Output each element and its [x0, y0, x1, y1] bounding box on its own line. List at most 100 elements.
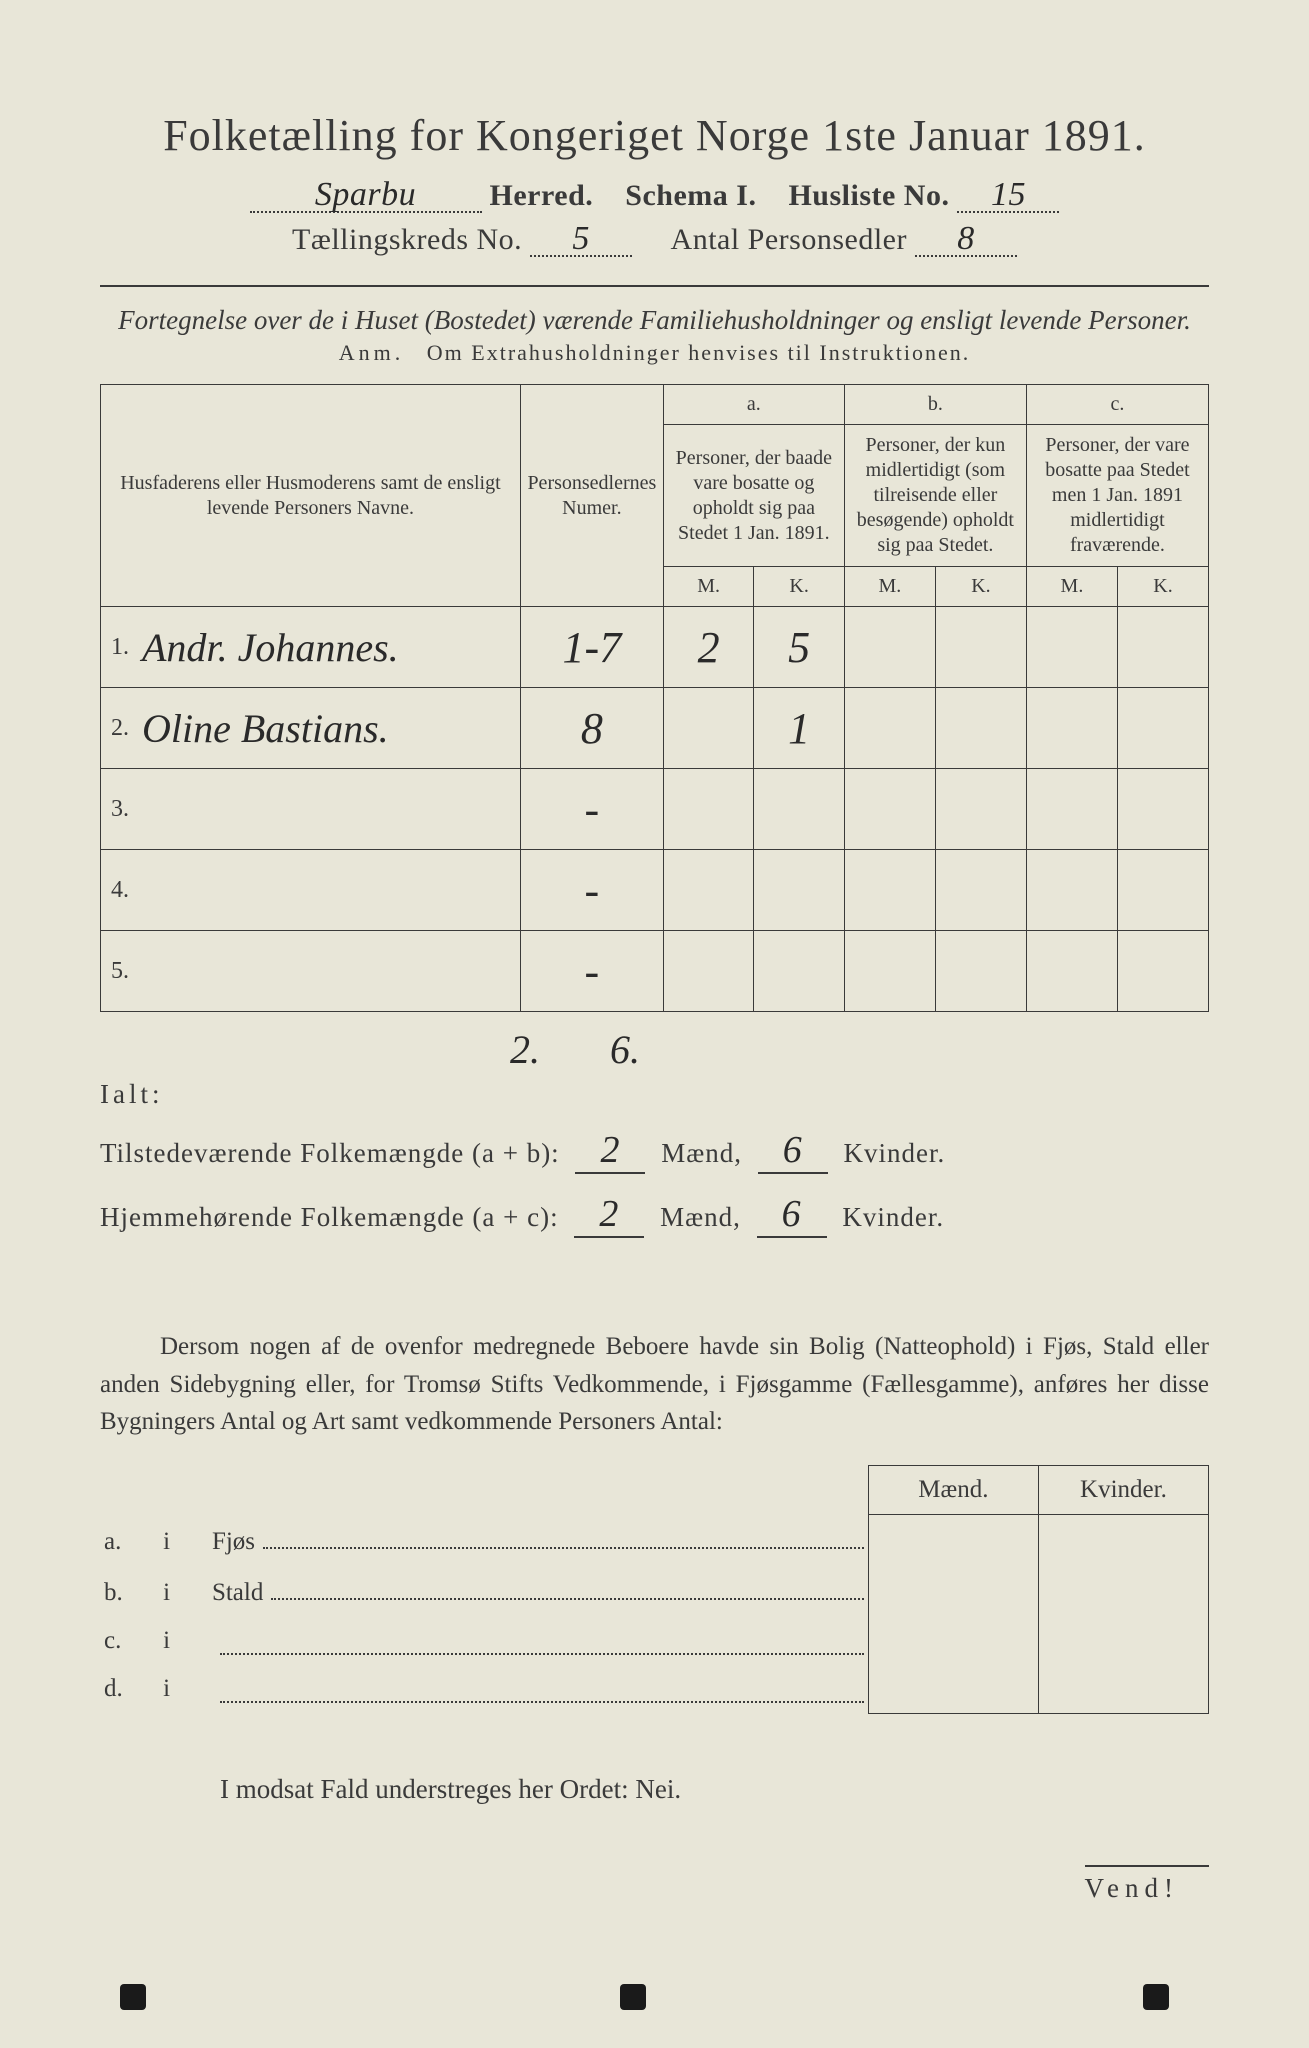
row-number: 5. — [111, 958, 137, 985]
punch-hole-icon — [1143, 1984, 1169, 2010]
a-m: M. — [663, 567, 754, 607]
lower-letter: c. — [100, 1617, 159, 1665]
name-cell: 5. — [101, 931, 521, 1012]
ialt-label: Ialt: — [100, 1079, 310, 1110]
lower-i: i — [159, 1617, 208, 1665]
c-k-cell — [1117, 688, 1208, 769]
table-row: 2. Oline Bastians. 8 1 — [101, 688, 1209, 769]
header-line-1: Sparbu Herred. Schema I. Husliste No. 15 — [100, 179, 1209, 213]
sum2-m: 2 — [574, 1192, 644, 1238]
sum-line-2: Hjemmehørende Folkemængde (a + c): 2 Mæn… — [100, 1192, 1209, 1238]
a-m-cell — [663, 769, 754, 850]
c-m-cell — [1026, 769, 1117, 850]
antal-label: Antal Personsedler — [671, 223, 907, 256]
lower-k — [1038, 1665, 1208, 1713]
table-row: 1. Andr. Johannes.1-725 — [101, 607, 1209, 688]
divider — [100, 285, 1209, 287]
c-m-cell — [1026, 688, 1117, 769]
kvinder-1: Kvinder. — [843, 1138, 945, 1168]
c-m-cell — [1026, 931, 1117, 1012]
lower-head-m: Mænd. — [868, 1465, 1038, 1514]
kreds-label: Tællingskreds No. — [292, 223, 522, 256]
a-m-cell — [663, 688, 754, 769]
group-b-desc: Personer, der kun midlertidigt (som tilr… — [844, 425, 1026, 567]
sum2-k: 6 — [757, 1192, 827, 1238]
b-k-cell — [935, 688, 1026, 769]
group-a-tag: a. — [663, 385, 844, 425]
table-row: 4. - — [101, 850, 1209, 931]
lower-place — [208, 1617, 868, 1665]
herred-field: Sparbu — [250, 180, 482, 213]
a-k-cell — [754, 931, 844, 1012]
b-k-cell — [935, 931, 1026, 1012]
punch-hole-icon — [620, 1984, 646, 2010]
sum2-label: Hjemmehørende Folkemængde (a + c): — [100, 1202, 559, 1232]
c-k-cell — [1117, 607, 1208, 688]
header-line-2: Tællingskreds No. 5 Antal Personsedler 8 — [100, 223, 1209, 257]
antal-field: 8 — [915, 224, 1017, 257]
person-name: Oline Bastians. — [142, 705, 389, 752]
a-k-cell — [754, 769, 844, 850]
punch-hole-icon — [120, 1984, 146, 2010]
group-c-tag: c. — [1026, 385, 1208, 425]
lower-m — [868, 1514, 1038, 1566]
subtitle: Fortegnelse over de i Huset (Bostedet) v… — [100, 305, 1209, 336]
c-m-cell — [1026, 607, 1117, 688]
main-table: Husfaderens eller Husmoderens samt de en… — [100, 384, 1209, 1012]
lower-letter: a. — [100, 1514, 159, 1566]
col-num-header: Personsedlernes Numer. — [520, 385, 663, 607]
personsedler-num: - — [520, 769, 663, 850]
sum1-k: 6 — [758, 1128, 828, 1174]
lower-i: i — [159, 1665, 208, 1713]
lower-m — [868, 1665, 1038, 1713]
kvinder-2: Kvinder. — [842, 1202, 944, 1232]
b-k-cell — [935, 850, 1026, 931]
lower-k — [1038, 1566, 1208, 1618]
group-c-desc: Personer, der vare bosatte paa Stedet me… — [1026, 425, 1208, 567]
name-cell: 3. — [101, 769, 521, 850]
lower-k — [1038, 1617, 1208, 1665]
personsedler-num: 8 — [520, 688, 663, 769]
lower-i: i — [159, 1514, 208, 1566]
a-k-cell: 1 — [754, 688, 844, 769]
a-k-cell: 5 — [754, 607, 844, 688]
group-b-tag: b. — [844, 385, 1026, 425]
lower-place — [208, 1665, 868, 1713]
personsedler-num: 1-7 — [520, 607, 663, 688]
lower-row: d.i — [100, 1665, 1209, 1713]
b-k-cell — [935, 769, 1026, 850]
c-k: K. — [1117, 567, 1208, 607]
lower-k — [1038, 1514, 1208, 1566]
lower-row: a.iFjøs — [100, 1514, 1209, 1566]
c-m-cell — [1026, 850, 1117, 931]
husliste-label: Husliste No. — [788, 179, 949, 212]
row-number: 2. — [111, 715, 137, 742]
lower-m — [868, 1617, 1038, 1665]
c-m: M. — [1026, 567, 1117, 607]
lower-place: Stald — [208, 1566, 868, 1618]
person-name: Andr. Johannes. — [142, 624, 399, 671]
b-m-cell — [844, 769, 935, 850]
maend-1: Mænd, — [661, 1138, 742, 1168]
lower-row: c.i — [100, 1617, 1209, 1665]
lower-table: Mænd. Kvinder. a.iFjøsb.iStaldc.id.i — [100, 1465, 1209, 1714]
a-k-cell — [754, 850, 844, 931]
lower-letter: d. — [100, 1665, 159, 1713]
b-k: K. — [935, 567, 1026, 607]
husliste-field: 15 — [957, 180, 1059, 213]
c-k-cell — [1117, 931, 1208, 1012]
ialt-block: 2. 6. Ialt: — [100, 1026, 1209, 1110]
personsedler-num: - — [520, 931, 663, 1012]
sum-line-1: Tilstedeværende Folkemængde (a + b): 2 M… — [100, 1128, 1209, 1174]
ialt-values: 2. 6. — [480, 1026, 670, 1073]
herred-label: Herred. — [490, 179, 594, 212]
b-m: M. — [844, 567, 935, 607]
lower-letter: b. — [100, 1566, 159, 1618]
col-names-header: Husfaderens eller Husmoderens samt de en… — [101, 385, 521, 607]
lower-m — [868, 1566, 1038, 1618]
personsedler-num: - — [520, 850, 663, 931]
lower-row: b.iStald — [100, 1566, 1209, 1618]
row-number: 1. — [111, 634, 137, 661]
kreds-field: 5 — [530, 224, 632, 257]
ialt-k: 6. — [580, 1026, 670, 1073]
